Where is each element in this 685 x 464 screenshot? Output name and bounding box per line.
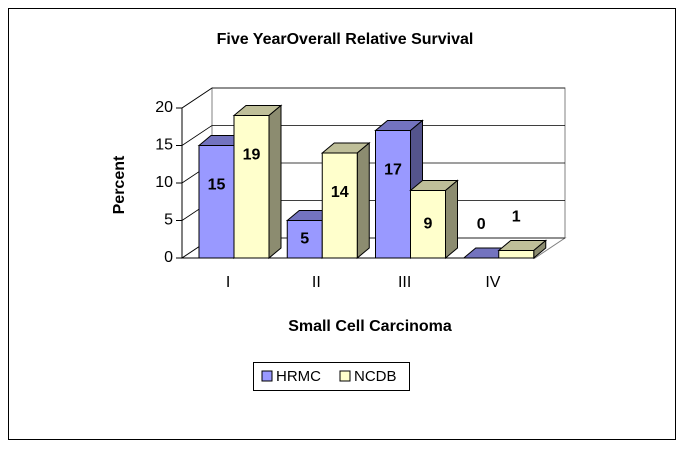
bar (233, 115, 270, 259)
x-tick-label: I (226, 274, 230, 291)
data-label: 15 (208, 177, 226, 194)
legend-label: HRMC (276, 368, 321, 385)
y-tick-label: 20 (155, 99, 173, 116)
data-label: 0 (477, 216, 486, 233)
chart-title: Five YearOverall Relative Survival (217, 31, 474, 48)
data-label: 1 (512, 209, 521, 226)
grid-line (181, 125, 565, 146)
bar (498, 250, 535, 259)
bar (321, 152, 358, 259)
bar-side (356, 141, 370, 260)
grid-line (181, 87, 565, 109)
legend-swatch (339, 370, 351, 382)
x-tick-label: II (312, 274, 321, 291)
bar (375, 130, 411, 259)
bar-side (445, 179, 458, 260)
y-tick-label: 10 (155, 174, 173, 191)
bar-side (268, 104, 282, 260)
y-axis-label: Percent (111, 155, 128, 214)
bar (198, 145, 235, 259)
x-tick-label: III (398, 274, 411, 291)
data-label: 5 (300, 230, 309, 247)
bar (286, 220, 323, 259)
legend-swatch (261, 370, 273, 382)
y-tick-label: 0 (164, 249, 173, 266)
legend-box (253, 362, 410, 391)
x-tick-label: IV (485, 274, 500, 291)
data-label: 14 (331, 184, 349, 201)
x-axis-label: Small Cell Carcinoma (288, 318, 452, 335)
legend-label: NCDB (354, 368, 397, 385)
data-label: 9 (424, 215, 433, 232)
y-tick-label: 15 (155, 137, 173, 154)
y-tick-label: 5 (164, 212, 173, 229)
data-label: 19 (243, 147, 261, 164)
bar (410, 190, 446, 259)
data-label: 17 (384, 162, 402, 179)
